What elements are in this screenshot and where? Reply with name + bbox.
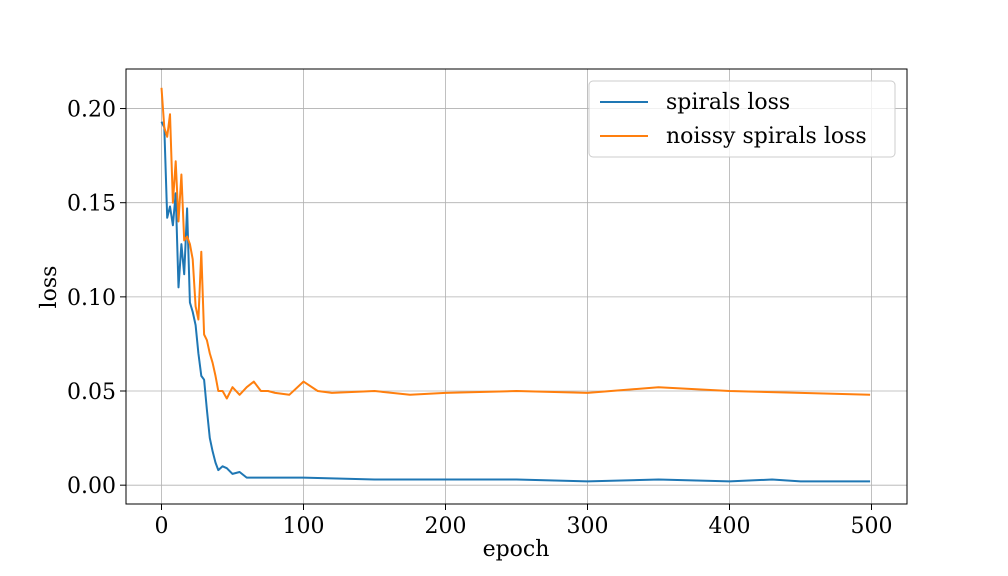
x-axis-label: epoch [483,537,550,562]
x-tick-label: 300 [567,514,609,539]
y-tick-label: 0.20 [67,98,116,123]
plot-frame [125,68,908,505]
legend-box [588,80,896,158]
legend-label-spirals: spirals loss [666,90,790,115]
axis-ticks: 0 100 200 300 400 500 0.00 0.05 0.10 0.15 0.20 [67,98,892,539]
y-tick-label: 0.00 [67,474,116,499]
y-axis-label: loss [37,266,62,309]
y-tick-label: 0.10 [67,286,116,311]
x-tick-label: 0 [155,514,169,539]
x-tick-label: 500 [851,514,893,539]
x-tick-label: 400 [709,514,751,539]
series-lines [160,87,871,483]
y-tick-label: 0.15 [67,192,116,217]
legend: spirals loss noissy spirals loss [588,80,896,158]
series-line-noisy-spirals [160,87,871,400]
x-tick-label: 100 [283,514,325,539]
y-tick-label: 0.05 [67,380,116,405]
series-line-spirals [160,121,871,483]
legend-label-noisy-spirals: noissy spirals loss [666,124,867,149]
x-tick-label: 200 [425,514,467,539]
